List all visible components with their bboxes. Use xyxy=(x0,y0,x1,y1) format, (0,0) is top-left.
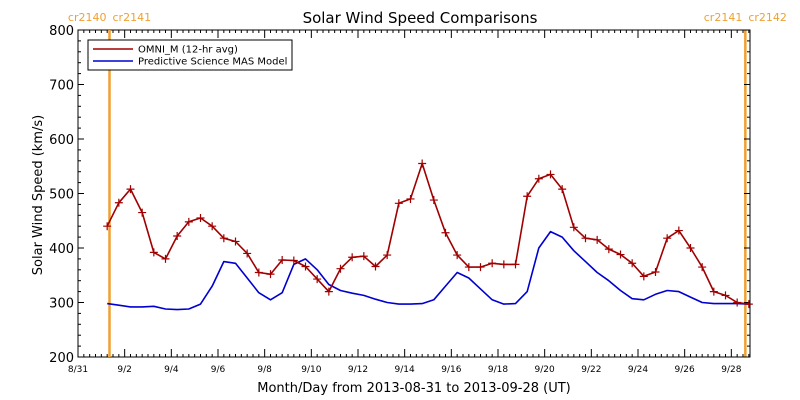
omni-data-point xyxy=(301,262,310,271)
omni-data-point xyxy=(558,185,567,194)
chart-title: Solar Wind Speed Comparisons xyxy=(303,9,538,27)
omni-data-point xyxy=(453,251,462,260)
omni-data-point xyxy=(359,252,368,261)
x-tick-label: 9/28 xyxy=(721,365,741,375)
omni-data-point xyxy=(534,174,543,183)
x-tick-label: 9/12 xyxy=(348,365,368,375)
x-axis-label: Month/Day from 2013-08-31 to 2013-09-28 … xyxy=(257,381,570,396)
omni-data-point xyxy=(721,291,730,300)
omni-data-point xyxy=(698,263,707,272)
omni-data-point xyxy=(511,260,520,269)
y-tick-label: 400 xyxy=(49,242,74,257)
x-tick-label: 9/4 xyxy=(164,365,179,375)
omni-data-point xyxy=(744,300,753,309)
carrington-label: cr2141 xyxy=(113,11,152,24)
y-tick-label: 300 xyxy=(49,297,74,312)
omni-data-point xyxy=(313,275,322,284)
omni-data-point xyxy=(126,185,135,194)
omni-data-point xyxy=(499,260,508,269)
omni-data-point xyxy=(371,262,380,271)
legend-label: OMNI_M (12-hr avg) xyxy=(138,45,238,56)
omni-data-point xyxy=(674,226,683,235)
omni-data-point xyxy=(593,235,602,244)
omni-data-point xyxy=(336,264,345,273)
omni-data-point xyxy=(208,222,217,231)
omni-data-point xyxy=(639,272,648,281)
x-tick-label: 9/26 xyxy=(675,365,695,375)
omni-series-line xyxy=(106,162,749,305)
x-tick-label: 9/14 xyxy=(395,365,415,375)
omni-data-point xyxy=(476,263,485,272)
omni-data-point xyxy=(686,244,695,252)
omni-data-point xyxy=(546,170,555,179)
omni-data-point xyxy=(604,245,613,254)
omni-data-point xyxy=(488,259,497,268)
omni-data-point xyxy=(429,196,438,205)
legend-label: Predictive Science MAS Model xyxy=(138,57,287,68)
x-tick-label: 9/24 xyxy=(628,365,648,375)
omni-data-point xyxy=(324,287,333,296)
omni-data-point xyxy=(628,259,637,268)
omni-data-point xyxy=(709,287,718,296)
x-tick-label: 9/10 xyxy=(301,365,321,375)
omni-data-point xyxy=(231,237,240,246)
omni-data-point xyxy=(651,267,660,276)
omni-data-point xyxy=(464,263,473,272)
x-tick-label: 8/31 xyxy=(68,365,88,375)
omni-data-point xyxy=(219,234,228,243)
omni-data-point xyxy=(254,268,263,277)
carrington-label: cr2142 xyxy=(748,11,787,24)
carrington-label: cr2140 xyxy=(68,11,107,24)
x-tick-label: 9/8 xyxy=(257,365,272,375)
omni-data-point xyxy=(184,217,193,226)
x-tick-label: 9/22 xyxy=(581,365,601,375)
omni-data-point xyxy=(196,214,205,223)
omni-data-point xyxy=(441,228,450,237)
x-tick-label: 9/20 xyxy=(535,365,555,375)
x-tick-label: 9/16 xyxy=(441,365,461,375)
omni-data-point xyxy=(114,198,123,207)
omni-data-point xyxy=(103,222,112,231)
omni-data-point xyxy=(394,199,403,208)
mas-model-series-line xyxy=(107,230,749,311)
axis-ticks: 200 300 400 500 600 700 800 8/31 9/2 9/4 9/6 9/8 9/1… xyxy=(49,24,750,375)
omni-data-point xyxy=(569,223,578,232)
omni-data-point xyxy=(733,298,742,307)
plot-frame xyxy=(77,29,751,358)
omni-data-point xyxy=(278,255,287,264)
series-layer xyxy=(103,159,753,311)
omni-data-point xyxy=(523,192,532,201)
omni-data-point xyxy=(418,159,427,168)
legend: OMNI_M (12-hr avg)Predictive Science MAS… xyxy=(87,39,293,71)
y-axis-label: Solar Wind Speed (km/s) xyxy=(31,115,46,275)
omni-data-point xyxy=(161,254,170,263)
omni-data-point xyxy=(173,232,182,241)
y-tick-label: 200 xyxy=(49,351,74,366)
x-tick-label: 9/6 xyxy=(211,365,226,375)
omni-data-point xyxy=(149,248,158,257)
y-tick-label: 700 xyxy=(49,79,74,94)
legend-box xyxy=(87,39,293,71)
y-tick-label: 600 xyxy=(49,133,74,148)
omni-data-point xyxy=(289,256,298,265)
x-tick-label: 9/2 xyxy=(117,365,131,375)
x-tick-label: 9/18 xyxy=(488,365,508,375)
omni-data-point xyxy=(406,194,415,203)
y-tick-label: 800 xyxy=(49,24,74,39)
omni-data-point xyxy=(266,270,275,279)
omni-data-point xyxy=(581,234,590,243)
omni-data-point xyxy=(383,251,392,260)
omni-data-point xyxy=(616,250,625,259)
omni-data-point xyxy=(243,249,252,258)
carrington-label: cr2141 xyxy=(704,11,743,24)
omni-data-point xyxy=(138,208,147,217)
y-tick-label: 500 xyxy=(49,188,74,203)
omni-data-point xyxy=(348,253,357,262)
omni-data-point xyxy=(663,234,672,243)
